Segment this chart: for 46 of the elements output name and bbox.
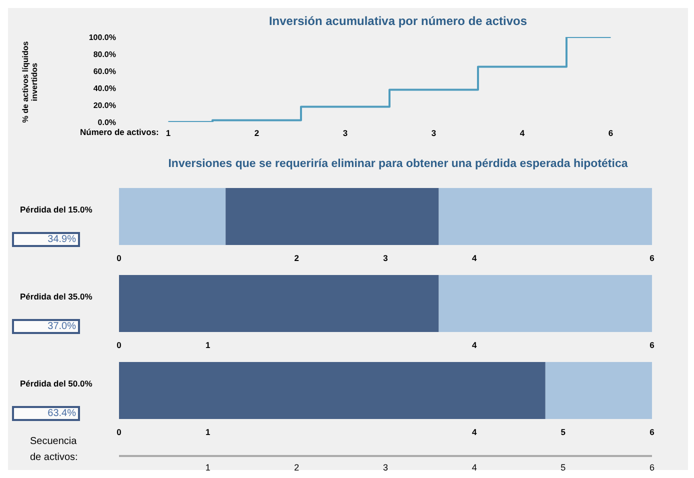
x-tick-label: 4 [472,340,477,350]
x-tick-label: 6 [650,340,655,350]
x2-tick-label: 5 [560,462,566,472]
bar [226,188,439,245]
text: 34.9% [12,232,80,247]
x-tick-label: 3 [383,253,388,264]
x-tick-label: 1 [166,128,171,138]
x-axis-title: Número de activos: [80,127,159,137]
x2-tick-label: 1 [205,462,210,472]
text: 63.4% [12,406,80,421]
x-tick-label: 3 [342,128,348,138]
x-tick-label: 3 [431,128,436,138]
y-tick-label: 0.0% [98,118,116,127]
x-tick-label: 1 [205,340,210,350]
x-tick-label: 0 [116,340,122,350]
y-tick-label: Pérdida del 15.0% [20,204,93,214]
x-tick-label: 4 [472,253,477,264]
x-tick-label: 0 [116,427,122,438]
bar [119,188,226,245]
x-tick-label: 5 [560,427,566,438]
x-tick-label: 4 [472,427,477,438]
y-axis-title: % de activos líquidos invertidos [21,40,39,125]
x2-tick-label: 2 [294,462,300,472]
y-tick-label: 40.0% [93,84,116,93]
bar [438,188,652,245]
y-tick-label: 20.0% [93,100,116,110]
x-tick-label: 4 [520,128,525,138]
y-tick-label: 60.0% [93,66,116,76]
y-tick-label: Pérdida del 50.0% [20,378,93,388]
x-tick-label: 6 [650,253,655,264]
x-tick-label: 0 [116,253,122,264]
y-tick-label: Pérdida del 35.0% [20,292,93,302]
x-tick-label: 2 [294,253,300,264]
x-tick-label: 6 [608,128,614,138]
x2-axis-title: Secuencia de activos: [30,435,79,465]
chart-title: Inversiones que se requeriría eliminar para obtener una pérdida esperada hipotética [167,158,629,170]
x-tick-label: 1 [205,427,210,438]
y-tick-label: 80.0% [93,50,116,59]
chart-title: Inversión acumulativa por número de activos [268,14,528,28]
x-tick-label: 6 [650,427,655,438]
x-tick-label: 2 [254,128,260,138]
x2-tick-label: 4 [472,462,477,472]
x2-tick-label: 6 [649,462,655,472]
text: 37.0% [12,319,80,334]
y-tick-label: 100.0% [88,32,116,42]
x2-tick-label: 3 [382,462,388,472]
